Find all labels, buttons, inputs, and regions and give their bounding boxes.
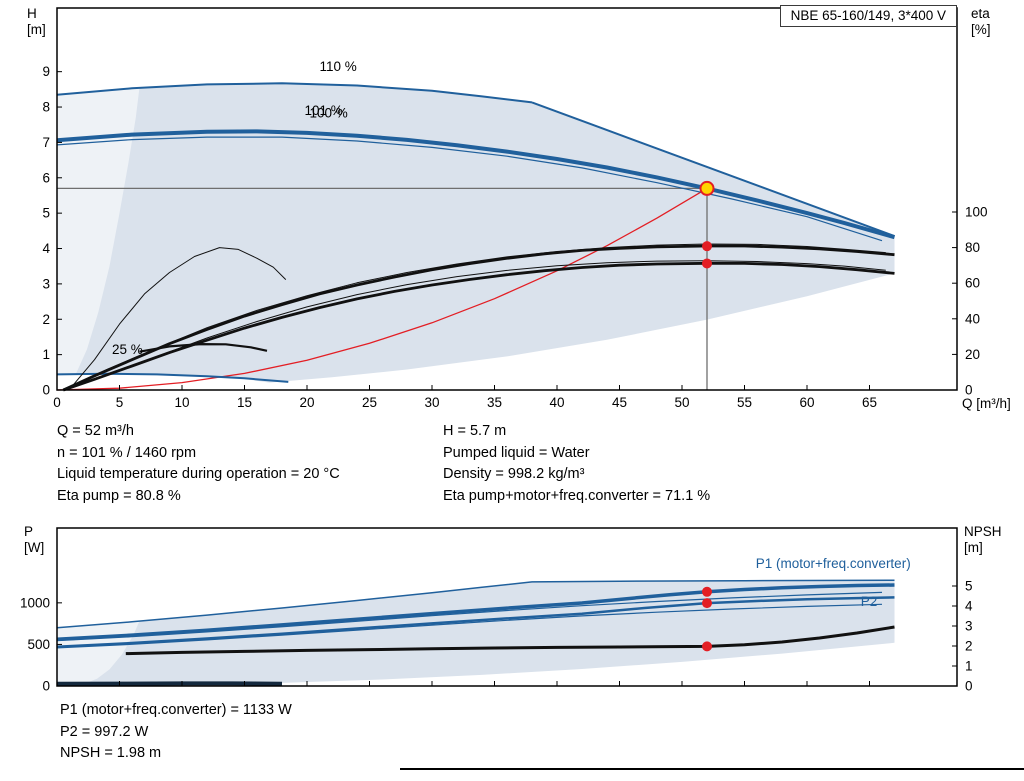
y-tick-right-label: 60 bbox=[965, 276, 980, 291]
y-tick-right-label: 3 bbox=[965, 619, 973, 634]
qh-curve-100pct bbox=[56, 136, 883, 242]
max-power-boundary bbox=[531, 101, 895, 238]
x-tick-label: 5 bbox=[116, 395, 124, 410]
curve-label: 25 % bbox=[112, 342, 143, 357]
x-tick-label: 10 bbox=[174, 395, 189, 410]
low-flow-region bbox=[57, 87, 140, 390]
y-tick-left-label: 500 bbox=[27, 637, 50, 652]
y-tick-right-label: 40 bbox=[965, 311, 980, 326]
power-info: P1 (motor+freq.converter) = 1133 W P2 = … bbox=[60, 700, 292, 765]
x-tick-label: 20 bbox=[299, 395, 314, 410]
y-tick-right-label: 0 bbox=[965, 383, 973, 398]
duty-eta-total: Eta pump+motor+freq.converter = 71.1 % bbox=[443, 487, 711, 504]
y-tick-left-label: 2 bbox=[42, 312, 50, 327]
p1-curve-101pct bbox=[56, 583, 895, 642]
eta-pump-101pct bbox=[62, 244, 895, 392]
x-tick-label: 15 bbox=[237, 395, 252, 410]
y-tick-left-label: 9 bbox=[42, 64, 50, 79]
duty-p2: P2 = 997.2 W bbox=[60, 723, 149, 740]
eta-total-100pct bbox=[63, 260, 886, 391]
y-tick-left-label: 8 bbox=[42, 100, 50, 115]
duty-liquid: Pumped liquid = Water bbox=[443, 444, 590, 461]
eta-pump-25pct bbox=[71, 247, 287, 387]
x-tick-label: 50 bbox=[674, 395, 689, 410]
npsh-marker bbox=[702, 641, 712, 652]
curve-label: 110 % bbox=[320, 59, 357, 74]
pump-model-badge: NBE 65-160/149, 3*400 V bbox=[779, 5, 957, 27]
eta-axis-title: eta [%] bbox=[971, 6, 991, 37]
y-tick-right-label: 80 bbox=[965, 240, 980, 255]
duty-h: H = 5.7 m bbox=[443, 423, 507, 439]
x-tick-label: 60 bbox=[799, 395, 814, 410]
y-tick-right-label: 2 bbox=[965, 639, 973, 654]
duty-q: Q = 52 m³/h bbox=[57, 423, 134, 439]
y-tick-left-label: 7 bbox=[42, 135, 50, 150]
duty-liquid-temp: Liquid temperature during operation = 20… bbox=[57, 466, 340, 482]
p2-marker bbox=[702, 598, 712, 609]
qh-curve-101pct bbox=[56, 129, 896, 240]
npsh-axis-title: NPSH [m] bbox=[964, 524, 1002, 555]
y-tick-left-label: 0 bbox=[42, 679, 50, 694]
npsh-curve bbox=[125, 625, 895, 656]
p2-curve-101pct bbox=[56, 596, 895, 648]
duty-p1: P1 (motor+freq.converter) = 1133 W bbox=[60, 702, 292, 718]
duty-eta-pump: Eta pump = 80.8 % bbox=[57, 487, 181, 504]
duty-npsh: NPSH = 1.98 m bbox=[60, 745, 162, 761]
p2-curve-100pct bbox=[56, 603, 883, 649]
x-tick-label: 40 bbox=[549, 395, 564, 410]
y-tick-left-label: 0 bbox=[42, 383, 50, 398]
qh-curve-110pct bbox=[56, 82, 533, 104]
curve-label: P1 (motor+freq.converter) bbox=[756, 556, 911, 571]
y-tick-left-label: 6 bbox=[42, 170, 50, 185]
plot-frame bbox=[56, 527, 958, 687]
x-tick-label: 65 bbox=[862, 395, 877, 410]
eta-total-marker bbox=[702, 258, 712, 269]
y-tick-left-label: 5 bbox=[42, 206, 50, 221]
plot-frame bbox=[56, 7, 958, 391]
y-tick-left-label: 4 bbox=[42, 241, 50, 256]
y-tick-left-label: 1 bbox=[42, 347, 50, 362]
curve-label: P2 bbox=[861, 594, 878, 609]
y-tick-right-label: 4 bbox=[965, 599, 973, 614]
x-tick-label: 25 bbox=[362, 395, 377, 410]
y-tick-right-label: 1 bbox=[965, 659, 973, 674]
affinity-parabola bbox=[56, 187, 708, 391]
x-tick-label: 45 bbox=[612, 395, 627, 410]
p-max-boundary bbox=[56, 579, 895, 629]
y-tick-right-label: 5 bbox=[965, 579, 973, 594]
x-tick-label: 55 bbox=[737, 395, 752, 410]
duty-density: Density = 998.2 kg/m³ bbox=[443, 466, 585, 482]
x-tick-label: 30 bbox=[424, 395, 439, 410]
power-envelope bbox=[57, 580, 895, 686]
p1-marker bbox=[702, 586, 712, 597]
y-tick-right-label: 0 bbox=[965, 679, 973, 694]
y-tick-right-label: 100 bbox=[965, 204, 988, 219]
x-tick-label: 0 bbox=[53, 395, 61, 410]
h-axis-title: H [m] bbox=[27, 6, 46, 37]
curve-label: 100 % bbox=[310, 106, 348, 121]
eta-total-101pct bbox=[62, 261, 895, 392]
duty-point-marker[interactable] bbox=[699, 180, 715, 196]
duty-info-left: Q = 52 m³/h n = 101 % / 1460 rpm Liquid … bbox=[57, 421, 340, 507]
y-tick-left-label: 3 bbox=[42, 276, 50, 291]
curve-label: 101 % bbox=[305, 103, 343, 118]
duty-speed: n = 101 % / 1460 rpm bbox=[57, 444, 197, 461]
q-axis-title: Q [m³/h] bbox=[962, 396, 1011, 411]
y-tick-right-label: 20 bbox=[965, 347, 980, 362]
eta-pump-marker bbox=[702, 241, 712, 252]
bottom-divider bbox=[400, 768, 1024, 770]
duty-info-right: H = 5.7 m Pumped liquid = Water Density … bbox=[443, 421, 710, 507]
x-tick-label: 35 bbox=[487, 395, 502, 410]
y-tick-left-label: 1000 bbox=[20, 595, 50, 610]
p-axis-title: P [W] bbox=[24, 524, 45, 555]
